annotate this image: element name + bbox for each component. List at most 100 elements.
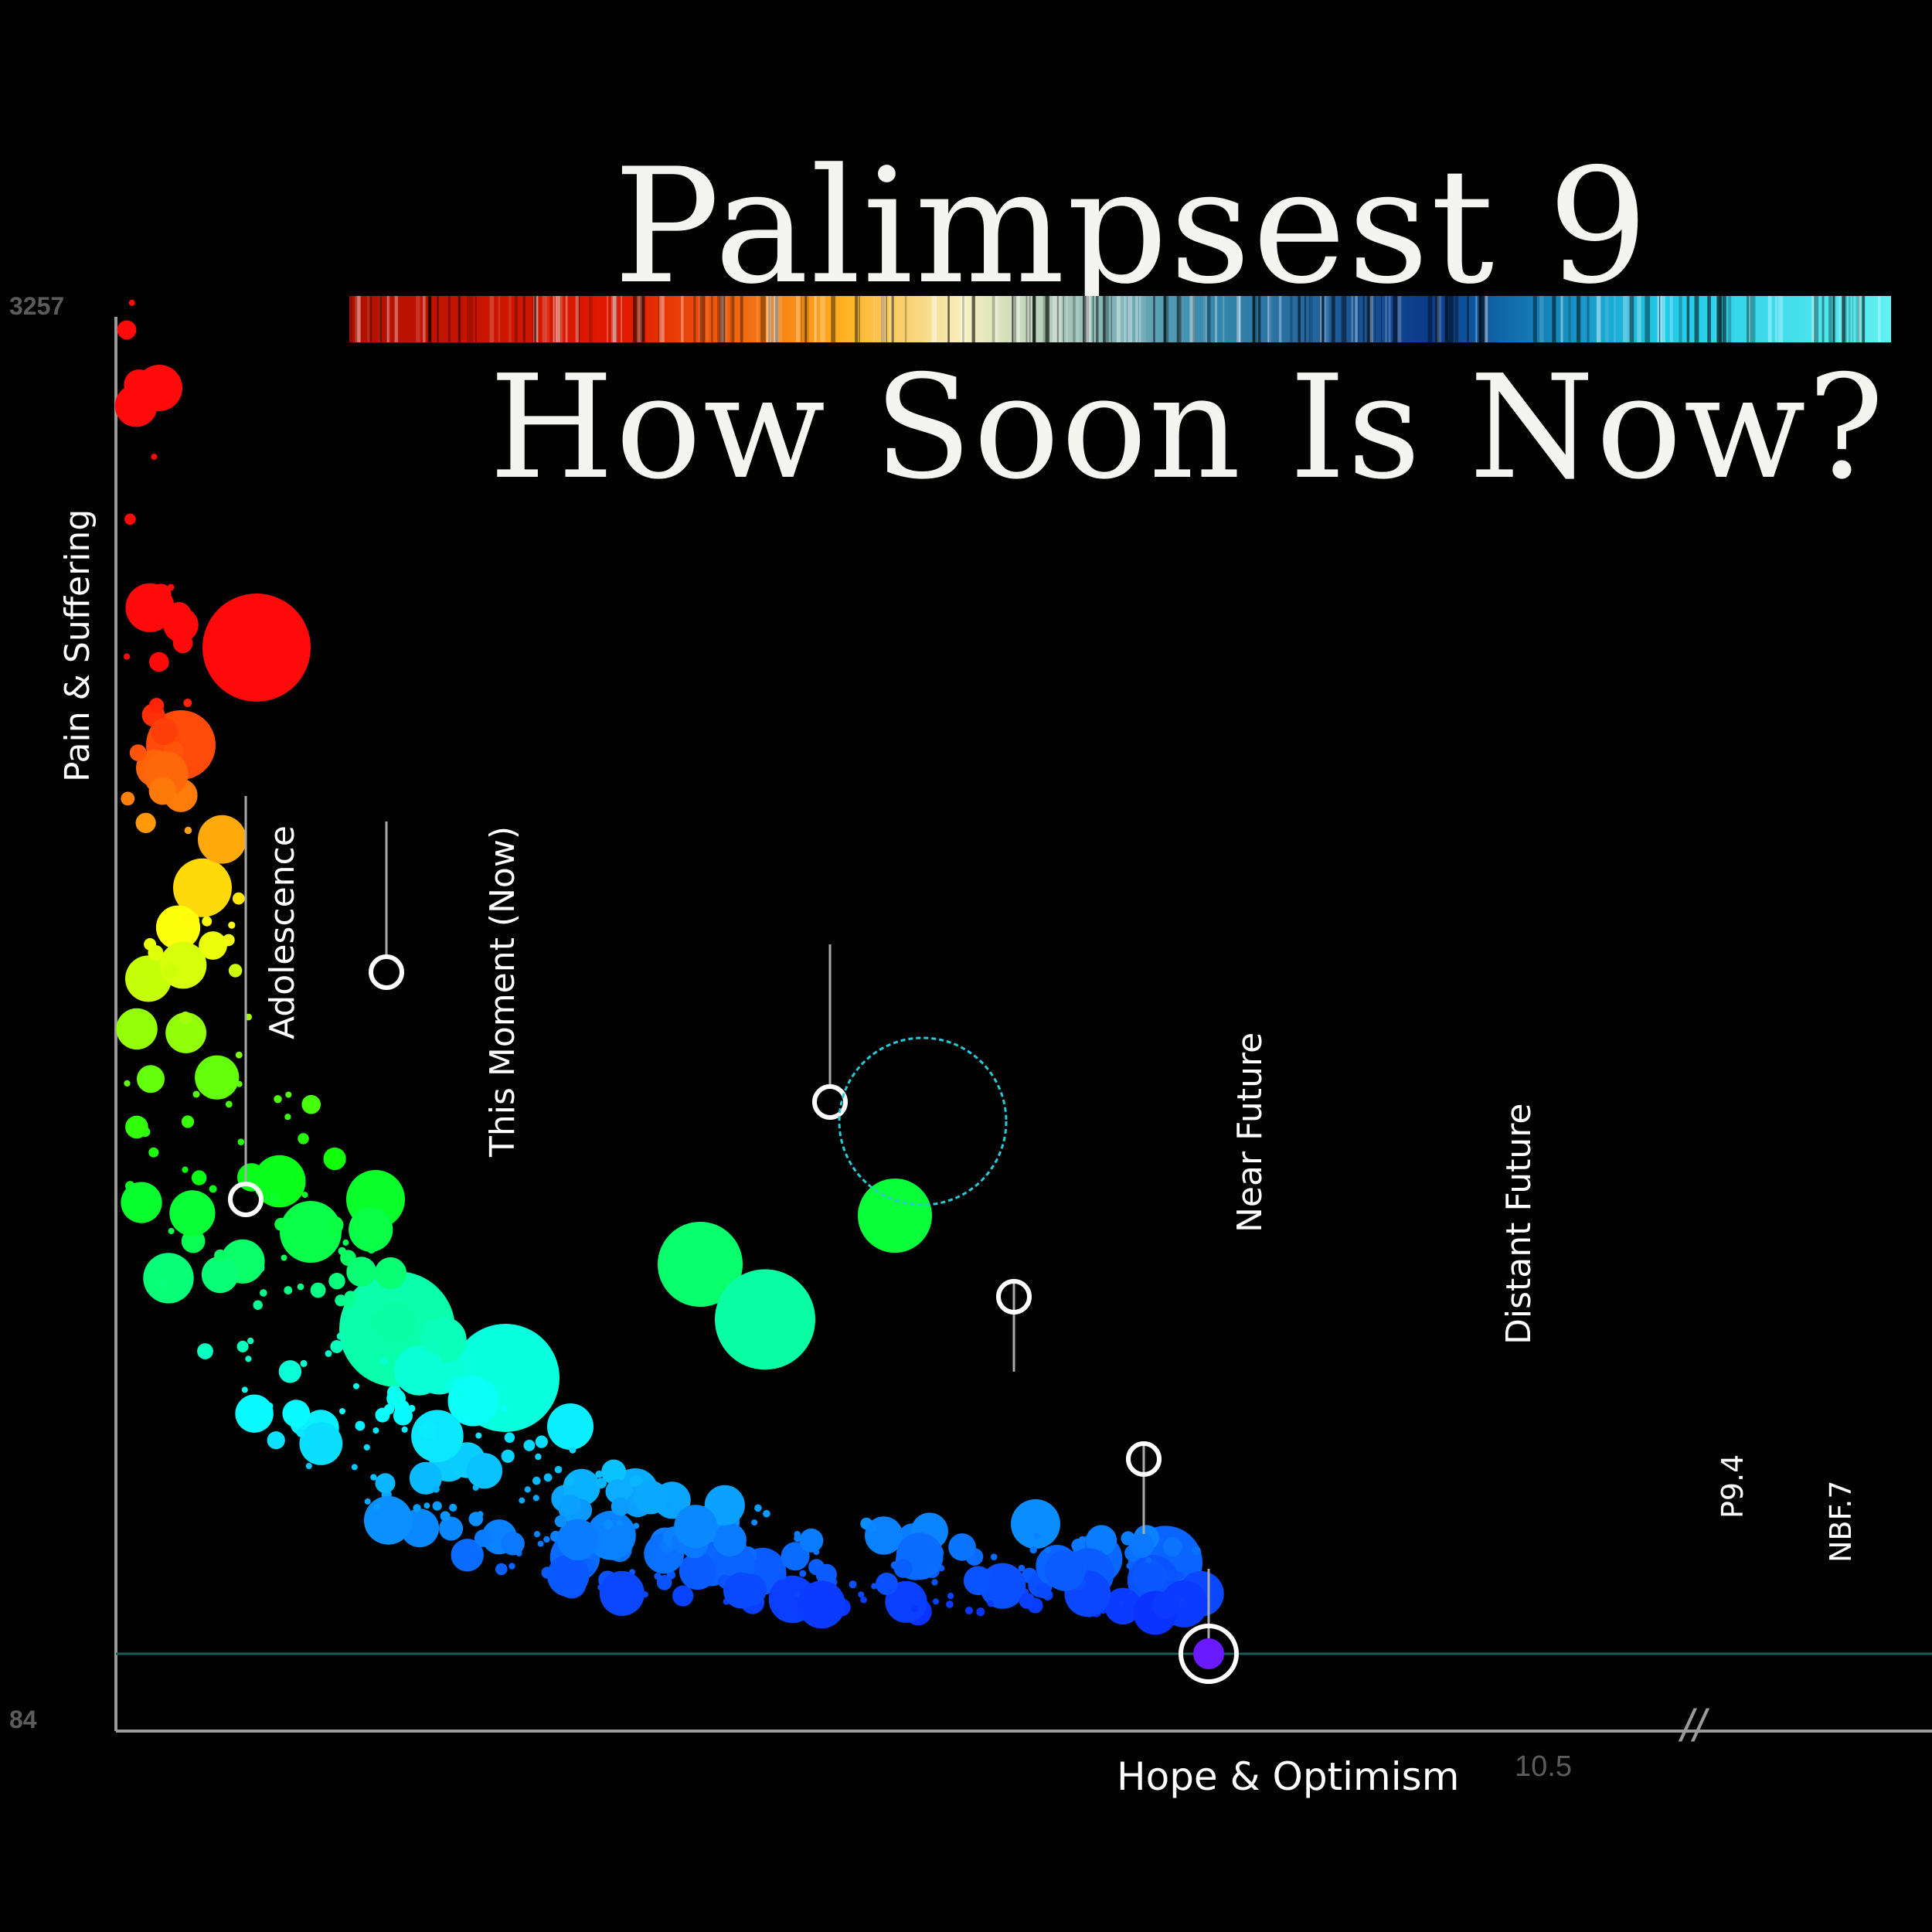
data-bubble: [794, 1535, 801, 1543]
data-bubble: [372, 1427, 379, 1434]
data-bubble: [656, 1575, 672, 1590]
data-bubble: [799, 1528, 824, 1553]
data-bubble: [228, 964, 243, 978]
data-bubble: [223, 934, 235, 947]
data-bubble: [301, 1192, 308, 1199]
data-bubble: [234, 1251, 253, 1270]
data-bubble: [634, 1480, 668, 1515]
data-bubble: [641, 1591, 648, 1598]
data-bubble: [198, 815, 247, 864]
data-bubble: [409, 1461, 442, 1495]
data-bubble: [274, 1095, 282, 1104]
data-bubble: [336, 1332, 345, 1340]
data-bubble: [451, 1539, 484, 1572]
annotation-ring: [228, 1182, 264, 1217]
data-bubble: [501, 1449, 515, 1463]
title-line-1: Palimpsest 9: [613, 135, 1650, 319]
annotation-label-nbf-7: NBF.7: [1824, 1480, 1858, 1563]
data-bubble: [849, 1580, 857, 1589]
data-bubble: [990, 1553, 998, 1560]
data-bubble: [1086, 1525, 1117, 1556]
data-bubble: [182, 912, 199, 930]
data-bubble: [533, 1531, 541, 1538]
data-bubble: [1033, 1532, 1040, 1539]
data-bubble: [1079, 1536, 1086, 1543]
data-bubble: [349, 1207, 393, 1252]
data-bubble: [386, 1389, 406, 1408]
data-bubble: [237, 1138, 245, 1145]
data-bubble: [260, 1289, 267, 1297]
data-bubble: [1104, 1587, 1141, 1624]
data-bubble: [268, 1192, 281, 1205]
data-bubble: [799, 1570, 807, 1577]
data-bubble: [704, 1485, 745, 1526]
data-bubble: [419, 1421, 437, 1440]
data-bubble: [911, 1604, 919, 1613]
data-bubble: [947, 1592, 954, 1600]
data-bubble: [569, 1447, 577, 1454]
data-bubble: [121, 1182, 162, 1223]
data-bubble: [523, 1440, 536, 1451]
data-bubble: [195, 1055, 240, 1100]
data-bubble: [560, 1494, 581, 1515]
data-bubble: [149, 651, 169, 672]
data-bubble: [179, 869, 213, 904]
data-bubble: [1011, 1499, 1060, 1549]
data-bubble: [305, 1462, 312, 1470]
data-bubble: [143, 1253, 194, 1304]
data-bubble: [325, 1350, 332, 1357]
data-bubble: [564, 1476, 574, 1486]
data-bubble: [537, 1540, 544, 1547]
data-bubble: [815, 1563, 837, 1585]
data-bubble: [1165, 1575, 1172, 1582]
y-axis-label: Pain & Suffering: [58, 509, 97, 782]
data-bubble: [611, 1497, 630, 1516]
data-bubble: [963, 1566, 993, 1596]
data-bubble: [504, 1432, 515, 1443]
data-bubble: [876, 1573, 898, 1595]
annotation-ring: [812, 1084, 848, 1120]
data-bubble: [509, 1563, 515, 1570]
data-bubble: [179, 1012, 192, 1025]
data-bubble: [447, 1376, 498, 1427]
data-bubble: [282, 1400, 311, 1427]
data-bubble: [440, 1511, 451, 1522]
data-bubble: [114, 384, 158, 427]
data-bubble: [893, 1559, 913, 1578]
data-bubble: [209, 1185, 217, 1193]
data-bubble: [987, 1600, 994, 1607]
data-bubble: [554, 1465, 563, 1474]
data-bubble: [798, 1580, 845, 1629]
data-bubble: [375, 1473, 396, 1494]
data-bubble: [1018, 1564, 1026, 1572]
data-bubble: [124, 513, 136, 526]
data-bubble: [449, 1503, 457, 1512]
data-bubble: [172, 633, 193, 654]
data-bubble: [393, 1406, 413, 1426]
data-bubble: [377, 1475, 385, 1481]
data-bubble: [763, 1509, 770, 1518]
data-bubble: [1151, 1591, 1179, 1619]
data-bubble: [885, 1580, 927, 1623]
data-bubble: [495, 1563, 508, 1576]
data-bubble: [1029, 1546, 1037, 1554]
data-bubble: [603, 1519, 614, 1529]
data-bubble: [355, 1420, 366, 1431]
data-bubble: [241, 1386, 248, 1393]
data-bubble: [165, 1012, 206, 1053]
data-bubble: [672, 1585, 694, 1607]
data-bubble: [1036, 1583, 1052, 1599]
data-bubble: [373, 1504, 380, 1511]
data-bubble: [501, 1405, 508, 1412]
data-bubble: [116, 1008, 158, 1050]
data-bubble: [1129, 1532, 1155, 1558]
y-tick-label-top: 3257: [9, 292, 65, 320]
data-bubble: [713, 1523, 747, 1557]
data-bubble: [595, 1470, 603, 1478]
data-bubble: [199, 931, 227, 960]
data-bubble: [432, 1501, 442, 1511]
data-bubble: [778, 1572, 787, 1580]
data-bubble: [931, 1579, 938, 1586]
y-tick-label-bottom: 84: [9, 1706, 37, 1733]
